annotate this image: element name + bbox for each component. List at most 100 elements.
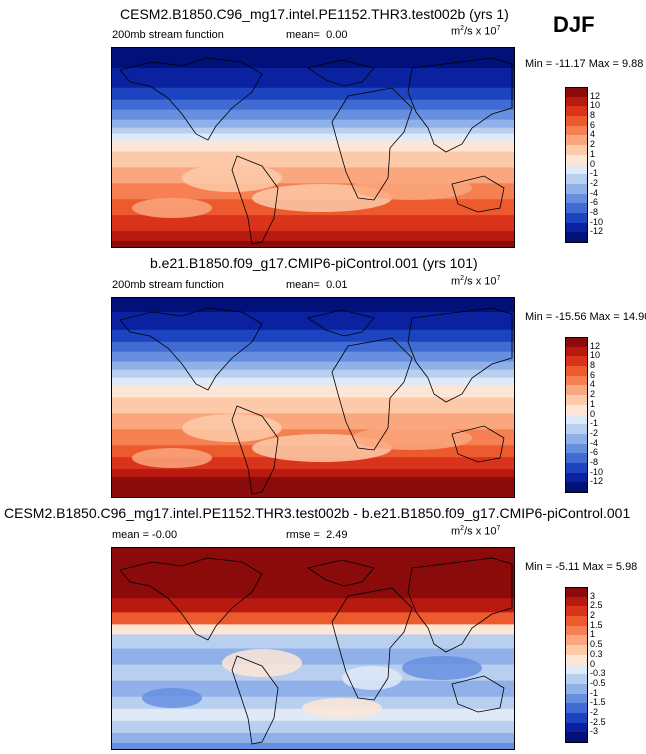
field-band — [112, 624, 514, 635]
colorbar-tick-label: -2 — [590, 177, 599, 188]
colorbar-swatch — [565, 203, 588, 213]
field-band — [112, 469, 514, 478]
colorbar-tick-label: -1 — [590, 687, 599, 698]
colorbar-swatch — [565, 125, 588, 136]
panel2-units: m2/s x 107 — [451, 275, 501, 288]
field-band — [112, 413, 514, 430]
season-label: DJF — [553, 12, 595, 37]
field-band — [112, 127, 514, 135]
colorbar-swatch — [565, 635, 588, 646]
panel3-colorbar: 3 2.5 2 1.5 1 0.5 0.3 0 -0.3 -0.5 -1 -1.5 -2 -2.5 -3 — [565, 587, 625, 743]
colorbar-swatch — [565, 453, 588, 463]
field-blob — [352, 176, 472, 200]
coastline — [451, 175, 505, 213]
field-band — [112, 397, 514, 414]
colorbar-tick-label: 1 — [590, 629, 596, 640]
field-band — [112, 141, 514, 152]
colorbar-swatch — [565, 683, 588, 694]
field-band — [112, 67, 514, 89]
coastline — [307, 309, 375, 337]
colorbar-tick-label: -6 — [590, 447, 599, 458]
field-blob — [182, 164, 282, 192]
colorbar-tick-label: 8 — [590, 110, 596, 121]
colorbar-swatch — [565, 193, 588, 204]
colorbar-tick-label: 0.3 — [590, 648, 603, 659]
panel2-variable-label: 200mb stream function — [112, 279, 224, 291]
colorbar-tick-label: 0 — [590, 158, 596, 169]
map-field — [112, 548, 514, 749]
colorbar-tick-label: -8 — [590, 456, 599, 467]
panel1-variable-label: 200mb stream function — [112, 29, 224, 41]
colorbar-swatch — [565, 674, 588, 684]
panel2-title: b.e21.B1850.f09_g17.CMIP6-piControl.001 … — [150, 255, 478, 271]
colorbar-swatch — [565, 375, 588, 386]
colorbar-swatch — [565, 183, 588, 194]
field-band — [112, 109, 514, 121]
coastline — [331, 87, 413, 201]
panel3-stat-label: rmse = — [286, 529, 320, 541]
field-band — [112, 377, 514, 387]
colorbar-swatch — [565, 395, 588, 405]
panel2-stat: mean= 0.01 — [286, 279, 348, 291]
field-band — [112, 341, 514, 353]
panel1-stat-value: 0.00 — [326, 29, 348, 41]
colorbar-swatch — [565, 722, 588, 733]
colorbar-swatch — [565, 232, 588, 243]
colorbar-swatch — [565, 164, 588, 175]
colorbar-swatch — [565, 712, 588, 723]
field-blob — [222, 649, 302, 677]
colorbar-swatch — [565, 596, 588, 607]
coastline — [231, 405, 279, 495]
colorbar-swatch — [565, 174, 588, 184]
field-band — [112, 385, 514, 398]
colorbar-swatch — [565, 645, 588, 655]
colorbar-swatch — [565, 135, 588, 146]
panel2-colorbar: 12 10 8 6 4 2 1 0 -1 -2 -4 -6 -8 -10 -12 — [565, 337, 625, 493]
colorbar-tick-label: 1.5 — [590, 619, 603, 630]
colorbar-swatch — [565, 356, 588, 367]
panel1-stat-label: mean= — [286, 29, 320, 41]
colorbar-tick-label: -6 — [590, 197, 599, 208]
field-band — [112, 329, 514, 343]
panel3-title: CESM2.B1850.C96_mg17.intel.PE1152.THR3.t… — [4, 505, 631, 521]
panel2-stat-value: 0.01 — [326, 279, 348, 291]
panel1-units: m2/s x 107 — [451, 25, 501, 38]
field-blob — [402, 656, 482, 680]
coastline — [407, 557, 513, 653]
coastline — [451, 425, 505, 463]
colorbar-tick-label: -12 — [590, 226, 604, 237]
field-blob — [132, 198, 212, 218]
field-band — [112, 548, 514, 599]
coastline — [407, 57, 513, 153]
coastline — [407, 307, 513, 403]
panel1-stat: mean= 0.00 — [286, 29, 348, 41]
colorbar-tick-label: 2 — [590, 139, 596, 150]
field-band — [112, 133, 514, 143]
colorbar-tick-label: -0.5 — [590, 677, 606, 688]
colorbar-swatch — [565, 433, 588, 444]
field-blob — [352, 426, 472, 450]
colorbar-tick-label: -10 — [590, 466, 604, 477]
map-field — [112, 298, 514, 497]
colorbar-tick-label: 4 — [590, 379, 596, 390]
field-band — [112, 598, 514, 613]
panel1-colorbar: 12 10 8 6 4 2 1 0 -1 -2 -4 -6 -8 -10 -12 — [565, 87, 625, 243]
colorbar-swatch — [565, 424, 588, 434]
colorbar-tick-label: -1 — [590, 168, 599, 179]
colorbar-swatch — [565, 654, 588, 665]
field-band — [112, 48, 514, 69]
colorbar-tick-label: -1.5 — [590, 697, 606, 708]
panel3-mean-label: mean = -0.00 — [112, 529, 178, 541]
colorbar-swatch — [565, 606, 588, 617]
field-band — [112, 612, 514, 625]
field-band — [112, 119, 514, 129]
field-band — [112, 720, 514, 734]
colorbar-swatch — [565, 472, 588, 483]
colorbar-swatch — [565, 106, 588, 117]
colorbar-swatch — [565, 625, 588, 636]
colorbar-swatch — [565, 404, 588, 415]
panel2-map — [111, 297, 515, 498]
colorbar-tick-label: 1 — [590, 148, 596, 159]
field-blob — [132, 448, 212, 468]
field-band — [112, 99, 514, 111]
